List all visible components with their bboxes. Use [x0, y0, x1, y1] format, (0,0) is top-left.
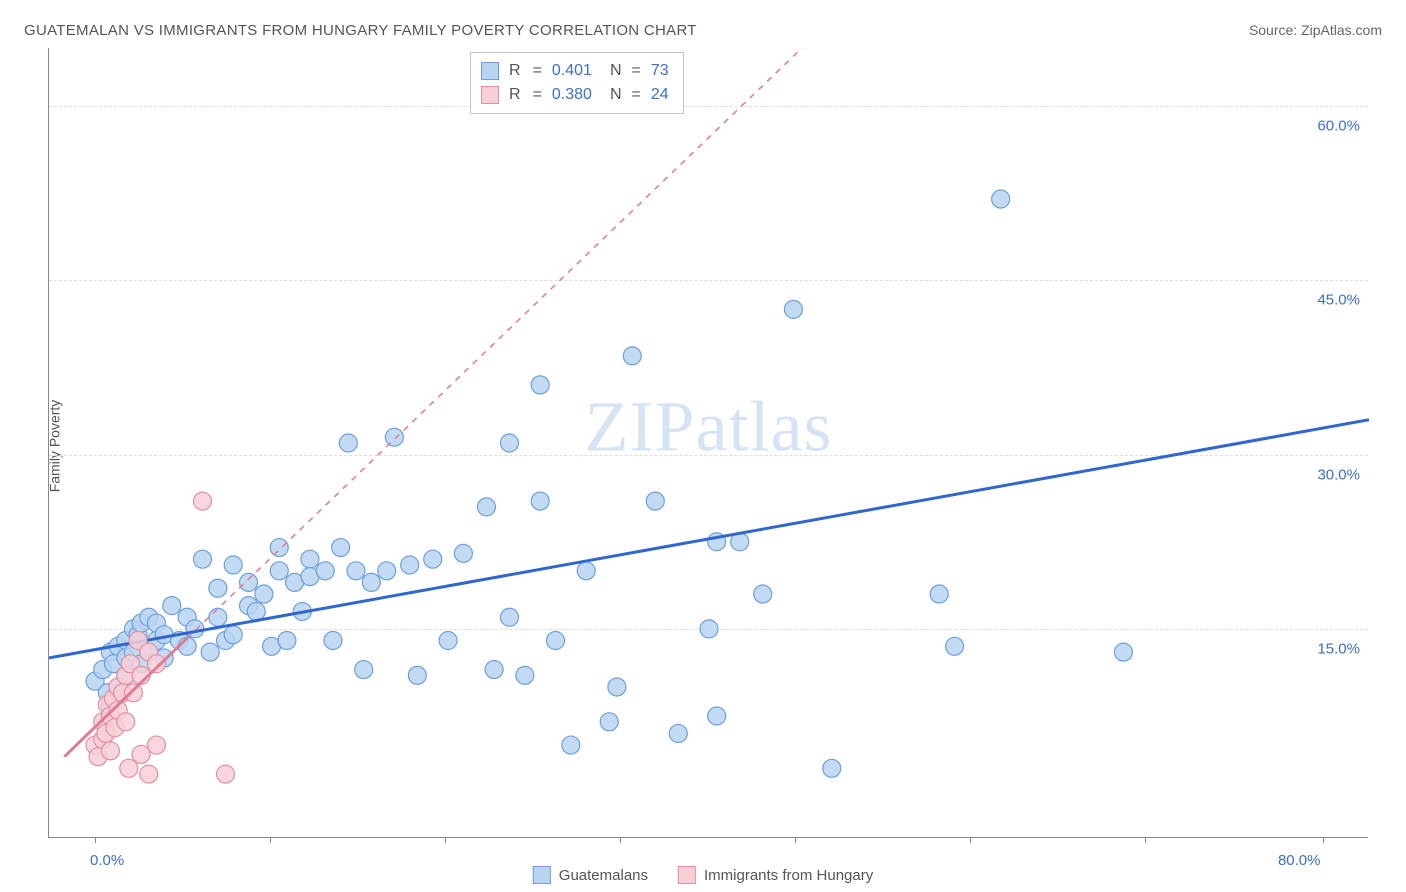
data-point — [240, 573, 258, 591]
data-point — [424, 550, 442, 568]
legend-item: Guatemalans — [533, 866, 648, 884]
data-point — [347, 562, 365, 580]
data-point — [946, 637, 964, 655]
data-point — [201, 643, 219, 661]
data-point — [378, 562, 396, 580]
data-point — [992, 190, 1010, 208]
data-point — [477, 498, 495, 516]
data-point — [547, 632, 565, 650]
x-tick-label: 80.0% — [1278, 852, 1321, 869]
data-point — [608, 678, 626, 696]
data-point — [362, 573, 380, 591]
data-point — [193, 492, 211, 510]
data-point — [562, 736, 580, 754]
data-point — [669, 724, 687, 742]
data-point — [401, 556, 419, 574]
data-point — [224, 626, 242, 644]
data-point — [124, 684, 142, 702]
data-point — [408, 666, 426, 684]
data-point — [600, 713, 618, 731]
data-point — [193, 550, 211, 568]
legend-swatch — [481, 62, 499, 80]
data-point — [147, 736, 165, 754]
data-point — [1114, 643, 1132, 661]
data-point — [324, 632, 342, 650]
data-point — [186, 620, 204, 638]
data-point — [217, 765, 235, 783]
data-point — [120, 759, 138, 777]
legend-swatch — [533, 866, 551, 884]
data-point — [531, 492, 549, 510]
data-point — [224, 556, 242, 574]
data-point — [247, 602, 265, 620]
data-point — [270, 562, 288, 580]
data-point — [385, 428, 403, 446]
data-point — [646, 492, 664, 510]
legend-row: R=0.401 N=73 — [481, 59, 669, 83]
legend-swatch — [481, 86, 499, 104]
data-point — [163, 597, 181, 615]
chart-title: GUATEMALAN VS IMMIGRANTS FROM HUNGARY FA… — [24, 22, 697, 39]
legend-item: Immigrants from Hungary — [678, 866, 873, 884]
data-point — [700, 620, 718, 638]
source-label: Source: ZipAtlas.com — [1249, 22, 1382, 38]
data-point — [270, 539, 288, 557]
data-point — [485, 661, 503, 679]
data-point — [117, 713, 135, 731]
data-point — [339, 434, 357, 452]
data-point — [454, 544, 472, 562]
legend-row: R=0.380 N=24 — [481, 83, 669, 107]
data-point — [577, 562, 595, 580]
chart-svg — [49, 48, 1369, 838]
data-point — [255, 585, 273, 603]
data-point — [500, 434, 518, 452]
data-point — [140, 765, 158, 783]
data-point — [439, 632, 457, 650]
source-link[interactable]: ZipAtlas.com — [1301, 22, 1382, 38]
data-point — [516, 666, 534, 684]
data-point — [332, 539, 350, 557]
data-point — [823, 759, 841, 777]
data-point — [500, 608, 518, 626]
series-legend: Guatemalans Immigrants from Hungary — [533, 866, 873, 884]
data-point — [278, 632, 296, 650]
legend-swatch — [678, 866, 696, 884]
data-point — [209, 579, 227, 597]
data-point — [531, 376, 549, 394]
data-point — [355, 661, 373, 679]
plot-area: ZIPatlas 15.0%30.0%45.0%60.0%0.0%80.0% — [48, 48, 1368, 838]
data-point — [708, 707, 726, 725]
data-point — [930, 585, 948, 603]
data-point — [101, 742, 119, 760]
data-point — [623, 347, 641, 365]
data-point — [209, 608, 227, 626]
data-point — [316, 562, 334, 580]
data-point — [784, 300, 802, 318]
correlation-legend: R=0.401 N=73 R=0.380 N=24 — [470, 52, 684, 114]
data-point — [754, 585, 772, 603]
data-point — [301, 550, 319, 568]
x-tick-label: 0.0% — [90, 852, 124, 869]
